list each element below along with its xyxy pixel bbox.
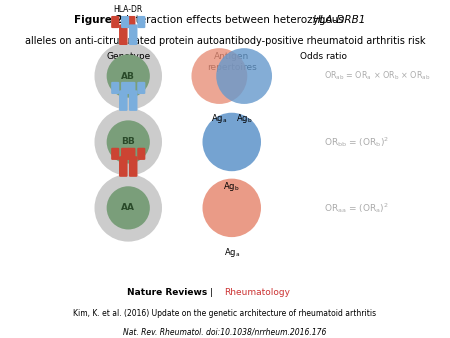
FancyBboxPatch shape <box>119 156 128 177</box>
Ellipse shape <box>202 113 261 171</box>
FancyBboxPatch shape <box>137 82 145 94</box>
Ellipse shape <box>107 54 150 98</box>
FancyBboxPatch shape <box>137 148 145 160</box>
Ellipse shape <box>216 48 272 104</box>
Text: BB: BB <box>122 138 135 146</box>
FancyBboxPatch shape <box>127 148 135 160</box>
FancyBboxPatch shape <box>111 82 119 94</box>
FancyBboxPatch shape <box>119 24 128 45</box>
Text: Odds ratio: Odds ratio <box>301 52 347 62</box>
FancyBboxPatch shape <box>137 16 145 28</box>
FancyBboxPatch shape <box>121 148 129 160</box>
Text: Interaction effects between heterozygous: Interaction effects between heterozygous <box>126 15 347 25</box>
Ellipse shape <box>202 178 261 237</box>
FancyBboxPatch shape <box>111 148 119 160</box>
Ellipse shape <box>107 186 150 230</box>
Text: OR$_\mathregular{bb}$ = (OR$_\mathregular{b}$)$^2$: OR$_\mathregular{bb}$ = (OR$_\mathregula… <box>324 135 389 149</box>
Text: HLA-DR: HLA-DR <box>113 71 143 79</box>
Text: HLA-DR: HLA-DR <box>113 5 143 14</box>
Text: Nature Reviews: Nature Reviews <box>127 288 207 297</box>
Text: Kim, K. et al. (2016) Update on the genetic architecture of rheumatoid arthritis: Kim, K. et al. (2016) Update on the gene… <box>73 309 377 318</box>
Ellipse shape <box>94 108 162 176</box>
Text: Figure 2: Figure 2 <box>74 15 126 25</box>
Text: Rheumatology: Rheumatology <box>224 288 290 297</box>
FancyBboxPatch shape <box>121 82 129 94</box>
Text: OR$_\mathregular{ab}$ = OR$_\mathregular{a}$ $\times$ OR$_\mathregular{b}$ $\tim: OR$_\mathregular{ab}$ = OR$_\mathregular… <box>324 70 431 82</box>
Text: |: | <box>207 288 216 297</box>
Ellipse shape <box>107 120 150 164</box>
Text: Ag$_\mathregular{b}$: Ag$_\mathregular{b}$ <box>224 180 240 193</box>
FancyBboxPatch shape <box>111 16 119 28</box>
FancyBboxPatch shape <box>121 16 129 28</box>
Text: Nat. Rev. Rheumatol. doi:10.1038/nrrheum.2016.176: Nat. Rev. Rheumatol. doi:10.1038/nrrheum… <box>123 328 327 337</box>
Text: Ag$_\mathregular{a}$: Ag$_\mathregular{a}$ <box>224 246 240 259</box>
Text: Antigen
repertoires: Antigen repertoires <box>207 52 256 72</box>
FancyBboxPatch shape <box>127 82 135 94</box>
FancyBboxPatch shape <box>127 16 135 28</box>
Text: OR$_\mathregular{aa}$ = (OR$_\mathregular{a}$)$^2$: OR$_\mathregular{aa}$ = (OR$_\mathregula… <box>324 201 389 215</box>
Text: Ag$_\mathregular{b}$: Ag$_\mathregular{b}$ <box>236 113 252 125</box>
Text: Ag$_\mathregular{a}$: Ag$_\mathregular{a}$ <box>212 113 227 125</box>
Ellipse shape <box>192 48 248 104</box>
FancyBboxPatch shape <box>129 24 138 45</box>
Text: AB: AB <box>122 72 135 80</box>
Ellipse shape <box>94 174 162 242</box>
Ellipse shape <box>94 42 162 110</box>
FancyBboxPatch shape <box>119 90 128 111</box>
FancyBboxPatch shape <box>129 90 138 111</box>
FancyBboxPatch shape <box>129 156 138 177</box>
Text: Genotype: Genotype <box>106 52 150 62</box>
Text: HLA-DR: HLA-DR <box>113 137 143 145</box>
Text: HLA-DRB1: HLA-DRB1 <box>313 15 366 25</box>
Text: alleles on anti-citrullinated protein autoantibody-positive rheumatoid arthritis: alleles on anti-citrullinated protein au… <box>25 36 425 46</box>
Text: AA: AA <box>121 203 135 212</box>
